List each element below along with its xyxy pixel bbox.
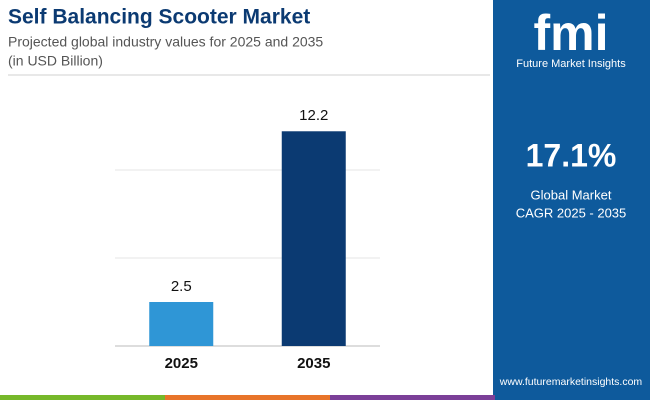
cagr-value: 17.1% (526, 137, 617, 173)
bar (281, 131, 346, 346)
stripe (0, 395, 165, 400)
value-label: 12.2 (299, 107, 328, 124)
stripe (495, 395, 650, 400)
logo: fmi (534, 5, 609, 61)
sidebar (493, 0, 650, 400)
cagr-label: Global Market (531, 187, 612, 202)
subtitle: Projected global industry values for 202… (8, 34, 323, 50)
cagr-label: CAGR 2025 - 2035 (516, 205, 627, 220)
unit-note: (in USD Billion) (8, 53, 103, 69)
stripe (165, 395, 330, 400)
stripe (330, 395, 495, 400)
x-tick-label: 2025 (165, 355, 198, 372)
brand: Future Market Insights (516, 58, 626, 70)
chart-title: Self Balancing Scooter Market (8, 6, 310, 29)
x-tick-label: 2035 (297, 355, 330, 372)
bar (149, 302, 214, 346)
url: www.futuremarketinsights.com (499, 376, 643, 388)
value-label: 2.5 (171, 278, 192, 295)
